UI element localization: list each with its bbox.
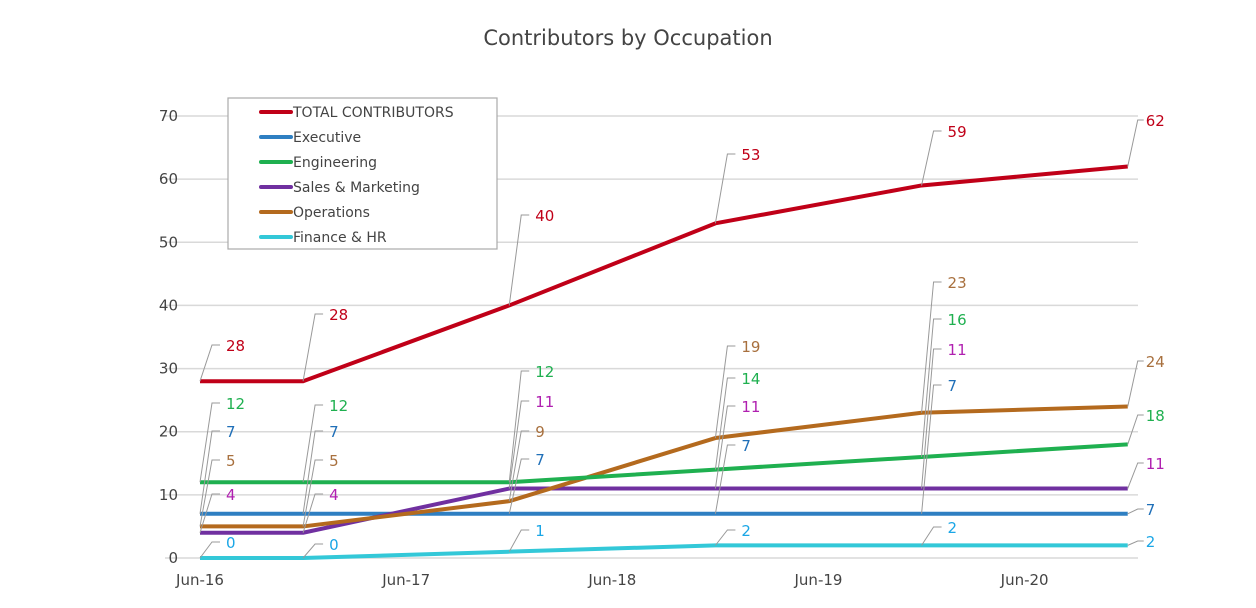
leader-line: [508, 458, 530, 514]
data-label: 11: [948, 341, 967, 359]
data-label: 7: [226, 423, 236, 441]
y-tick-label: 10: [159, 486, 178, 504]
leader-line: [1127, 540, 1144, 546]
data-label: 0: [226, 534, 236, 552]
data-label: 7: [741, 437, 751, 455]
y-tick-label: 50: [159, 233, 178, 251]
series-line: [200, 442, 1128, 485]
leader-line: [715, 529, 736, 546]
data-label: 0: [329, 536, 339, 554]
legend-label: Executive: [293, 130, 361, 146]
leader-line: [1127, 414, 1144, 445]
y-tick-label: 40: [159, 296, 178, 314]
data-label: 11: [1146, 455, 1165, 473]
data-label: 12: [329, 397, 348, 415]
leader-line: [1127, 119, 1144, 167]
leader-line: [1127, 462, 1144, 489]
x-tick-label: Jun-19: [794, 571, 843, 589]
leader-line: [199, 430, 220, 514]
data-label: 5: [329, 452, 339, 470]
leader-line: [302, 543, 324, 559]
y-tick-label: 60: [159, 170, 178, 188]
data-label: 18: [1146, 407, 1165, 425]
y-tick-label: 70: [159, 107, 178, 125]
legend-box: [227, 97, 498, 250]
leader-line: [921, 281, 942, 413]
leader-line: [508, 370, 530, 483]
data-label: 28: [329, 306, 348, 324]
data-label: 2: [741, 522, 751, 540]
data-label: 5: [226, 452, 236, 470]
leader-line: [199, 344, 220, 382]
data-label: 53: [741, 146, 760, 164]
leader-line: [199, 493, 220, 533]
leader-line: [302, 493, 324, 533]
data-label: 7: [535, 451, 545, 469]
legend-label: Sales & Marketing: [293, 180, 420, 196]
data-label: 4: [329, 486, 339, 504]
leader-line: [302, 459, 324, 527]
data-label: 59: [948, 123, 967, 141]
series-line: [200, 404, 1128, 529]
data-label: 2: [1146, 533, 1156, 551]
leader-line: [1127, 508, 1144, 515]
data-label: 19: [741, 338, 760, 356]
data-label: 12: [226, 395, 245, 413]
data-label: 62: [1146, 112, 1165, 130]
leader-line: [199, 541, 220, 559]
legend-label: TOTAL CONTRIBUTORS: [292, 105, 454, 121]
series-line: [200, 486, 1128, 535]
data-label: 16: [948, 311, 967, 329]
x-tick-label: Jun-17: [381, 571, 430, 589]
data-label: 7: [948, 377, 958, 395]
data-label: 7: [1146, 501, 1156, 519]
data-label: 40: [535, 207, 554, 225]
leader-line: [921, 348, 942, 489]
data-label: 9: [535, 423, 545, 441]
legend-label: Finance & HR: [293, 230, 387, 246]
data-label: 28: [226, 337, 245, 355]
chart-title: Contributors by Occupation: [483, 26, 773, 50]
data-label: 24: [1146, 353, 1165, 371]
data-label: 2: [948, 519, 958, 537]
leader-line: [714, 345, 736, 439]
leader-line: [508, 214, 530, 306]
leader-line: [302, 313, 324, 382]
leader-line: [714, 377, 736, 470]
leader-line: [1127, 360, 1144, 407]
leader-line: [921, 318, 942, 458]
data-label: 12: [535, 363, 554, 381]
leader-line: [921, 384, 942, 514]
data-label: 7: [329, 423, 339, 441]
leader-line: [714, 153, 736, 224]
data-label: 4: [226, 486, 236, 504]
data-label: 23: [948, 274, 967, 292]
data-label: 1: [535, 522, 545, 540]
leader-line: [921, 130, 942, 186]
legend-label: Operations: [293, 205, 370, 221]
legend-label: Engineering: [293, 155, 377, 171]
y-tick-label: 20: [159, 423, 178, 441]
leader-line: [508, 529, 530, 552]
leader-line: [508, 430, 530, 502]
leader-line: [302, 430, 324, 514]
data-label: 14: [741, 370, 760, 388]
leader-line: [302, 404, 324, 483]
series-line: [200, 164, 1128, 384]
series-line: [200, 543, 1128, 560]
leader-line: [199, 402, 220, 483]
leader-line: [921, 526, 942, 546]
y-tick-label: 30: [159, 360, 178, 378]
leader-line: [714, 444, 736, 514]
y-tick-label: 0: [168, 549, 178, 567]
leader-line: [508, 400, 530, 489]
leader-line: [714, 405, 736, 489]
data-label: 11: [741, 398, 760, 416]
x-tick-label: Jun-18: [587, 571, 636, 589]
leader-line: [199, 459, 220, 527]
x-tick-label: Jun-20: [1000, 571, 1049, 589]
x-tick-label: Jun-16: [175, 571, 224, 589]
data-label: 11: [535, 393, 554, 411]
